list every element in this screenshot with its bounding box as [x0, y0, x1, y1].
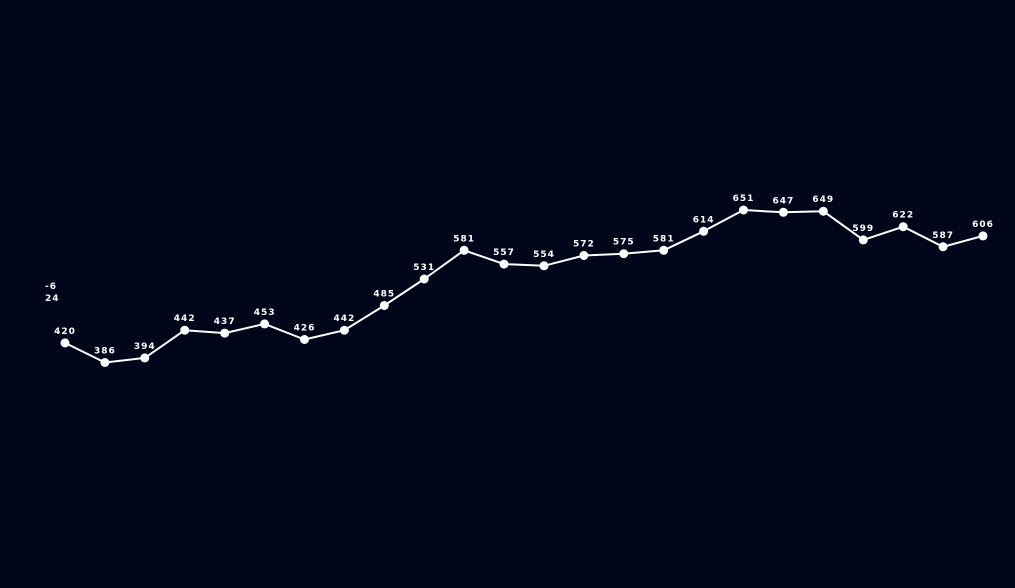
data-point	[419, 274, 429, 284]
data-point	[778, 207, 788, 217]
data-point	[579, 251, 589, 260]
data-label: 599	[852, 224, 874, 234]
data-label: 437	[214, 317, 236, 327]
data-label: 426	[294, 324, 316, 334]
data-point	[659, 245, 669, 255]
series-line	[64, 209, 984, 364]
data-point	[898, 222, 908, 232]
data-point	[220, 328, 230, 338]
data-label: 649	[812, 195, 834, 205]
data-label: 557	[493, 248, 515, 258]
data-label: 575	[613, 238, 635, 248]
data-label: 614	[693, 215, 715, 225]
data-label: 581	[653, 234, 675, 244]
data-point	[539, 261, 549, 271]
data-point	[619, 249, 629, 259]
side-label-bottom: 24	[45, 294, 60, 304]
data-label-group: 420 386 394 442 437 453 426 442 485 531 581 557 554 5…	[54, 194, 994, 357]
data-label: 485	[373, 290, 395, 300]
data-label: 606	[972, 220, 994, 230]
data-label: 420	[54, 327, 76, 337]
data-label: 572	[573, 240, 595, 250]
data-point	[180, 325, 190, 335]
data-label: 531	[413, 263, 435, 273]
data-point	[339, 325, 349, 335]
data-point	[379, 301, 389, 310]
data-point	[499, 259, 509, 269]
data-point	[300, 335, 309, 344]
data-point	[818, 206, 828, 216]
data-point	[60, 338, 70, 348]
data-label: 647	[773, 196, 795, 206]
data-label: 554	[533, 250, 555, 260]
data-point	[699, 226, 709, 236]
data-label: 442	[174, 314, 196, 324]
data-label: 386	[94, 347, 116, 357]
data-point	[100, 358, 110, 367]
side-label-top: -6	[45, 282, 57, 292]
data-label: 442	[334, 314, 356, 324]
series-group	[60, 205, 988, 367]
data-label: 622	[892, 211, 914, 221]
data-point	[459, 245, 469, 255]
data-point	[260, 319, 270, 329]
data-point	[858, 235, 868, 245]
data-label: 581	[453, 234, 475, 244]
data-point	[978, 231, 988, 241]
data-label: 651	[733, 194, 755, 204]
data-label: 453	[254, 308, 276, 318]
data-point	[140, 353, 150, 363]
data-point	[938, 242, 948, 252]
data-point	[739, 205, 748, 215]
data-label: 394	[134, 342, 156, 352]
data-label: 587	[932, 231, 954, 241]
